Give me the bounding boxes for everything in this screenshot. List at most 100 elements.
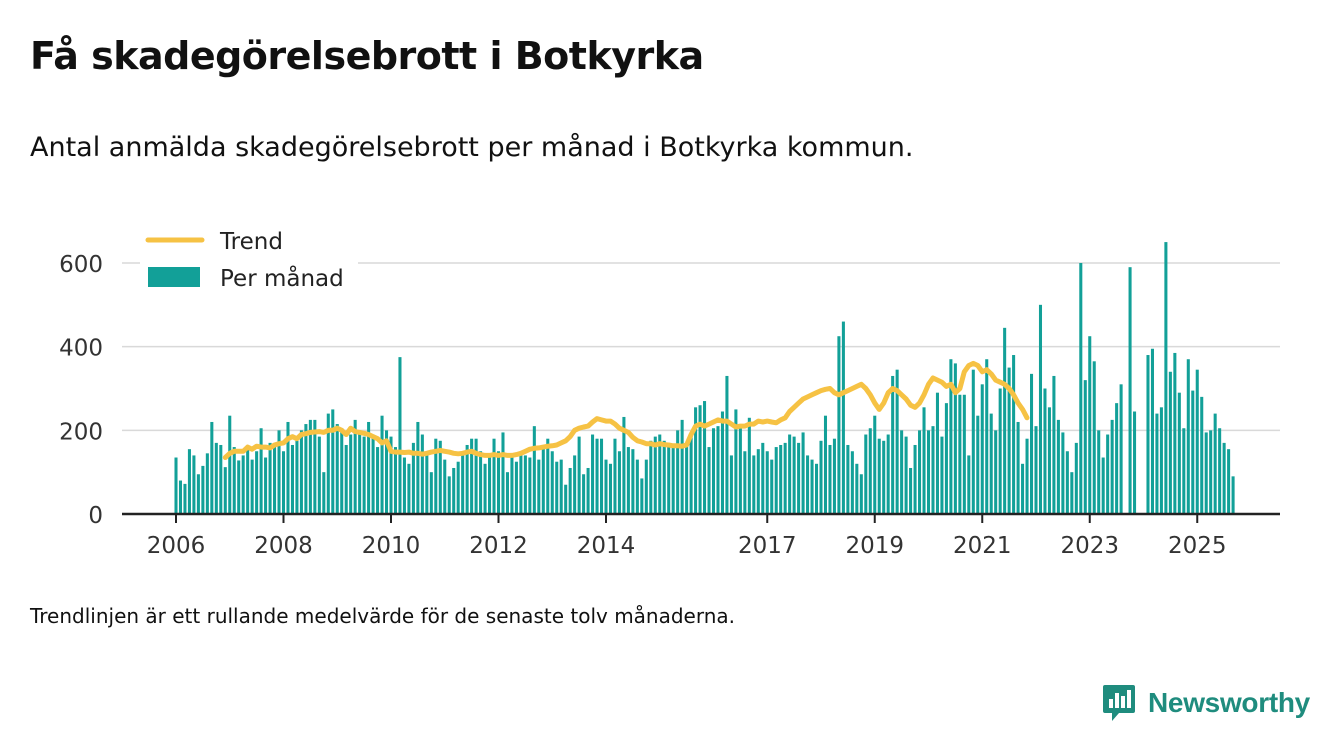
bar bbox=[788, 434, 792, 514]
y-tick-label: 200 bbox=[59, 419, 103, 445]
bar bbox=[456, 461, 460, 514]
bar bbox=[720, 411, 724, 514]
newsworthy-logo-icon bbox=[1103, 685, 1135, 721]
bar bbox=[232, 447, 236, 514]
bar bbox=[420, 434, 424, 514]
bar bbox=[1119, 384, 1123, 514]
bar bbox=[367, 421, 371, 514]
bar bbox=[519, 453, 523, 514]
bar bbox=[501, 432, 505, 515]
bar bbox=[738, 428, 742, 514]
bar bbox=[1097, 430, 1101, 514]
bar bbox=[819, 440, 823, 514]
bar bbox=[528, 457, 532, 514]
bar bbox=[1056, 419, 1060, 515]
bar bbox=[1047, 407, 1051, 514]
bar bbox=[734, 409, 738, 514]
bar bbox=[1133, 411, 1137, 514]
bar bbox=[326, 413, 330, 514]
x-tick-label: 2008 bbox=[254, 533, 313, 559]
bar bbox=[290, 444, 294, 515]
bar bbox=[904, 436, 908, 514]
bar bbox=[1052, 375, 1056, 514]
x-tick-label: 2019 bbox=[845, 533, 904, 559]
bar bbox=[608, 463, 613, 514]
bar bbox=[1146, 355, 1150, 514]
bar bbox=[1106, 434, 1110, 514]
chart-title: Få skadegörelsebrott i Botkyrka bbox=[30, 34, 704, 78]
bar bbox=[434, 438, 438, 514]
bar bbox=[389, 436, 393, 514]
bar bbox=[792, 436, 796, 514]
bar bbox=[286, 421, 290, 514]
bar bbox=[1012, 355, 1016, 514]
bar bbox=[411, 442, 415, 514]
bar bbox=[649, 440, 653, 514]
bar bbox=[1200, 396, 1204, 514]
bar bbox=[205, 453, 209, 514]
trend-line bbox=[222, 360, 1030, 460]
bar bbox=[770, 459, 774, 514]
bar bbox=[1021, 463, 1025, 514]
bar bbox=[1227, 449, 1231, 514]
bar bbox=[841, 321, 845, 514]
bar bbox=[541, 444, 545, 515]
bar bbox=[1016, 421, 1020, 514]
bar bbox=[640, 478, 644, 514]
bar bbox=[944, 403, 948, 514]
bar bbox=[1128, 267, 1132, 514]
bar bbox=[429, 472, 433, 514]
bar bbox=[779, 444, 783, 515]
bar bbox=[264, 457, 268, 514]
bar bbox=[604, 459, 608, 514]
bar bbox=[662, 440, 666, 514]
bar bbox=[1159, 407, 1163, 514]
bar bbox=[505, 472, 509, 514]
bar bbox=[281, 451, 286, 514]
bar bbox=[667, 444, 671, 515]
bar bbox=[891, 375, 895, 514]
bar bbox=[492, 438, 496, 514]
bar bbox=[1079, 263, 1083, 514]
bar bbox=[815, 463, 819, 514]
bar bbox=[1038, 304, 1043, 514]
bar bbox=[689, 434, 693, 514]
bar bbox=[752, 455, 756, 514]
bar bbox=[626, 447, 630, 514]
bar bbox=[998, 388, 1002, 514]
bar bbox=[425, 453, 429, 514]
y-tick-label: 0 bbox=[88, 503, 103, 529]
bar bbox=[380, 415, 384, 514]
bar bbox=[1083, 380, 1087, 514]
bar bbox=[985, 359, 989, 514]
bar bbox=[1034, 426, 1038, 514]
bar bbox=[989, 413, 993, 514]
bar bbox=[613, 438, 617, 514]
bar bbox=[694, 407, 698, 514]
bar bbox=[756, 449, 760, 514]
bar bbox=[895, 369, 899, 514]
bar bbox=[447, 476, 451, 514]
bar bbox=[591, 434, 595, 514]
bar bbox=[537, 459, 541, 514]
bar bbox=[488, 453, 492, 514]
bar bbox=[900, 430, 904, 514]
x-tick-label: 2014 bbox=[577, 533, 636, 559]
bar bbox=[685, 442, 689, 514]
brand-name: Newsworthy bbox=[1148, 687, 1310, 718]
bar bbox=[201, 465, 205, 514]
bar bbox=[747, 417, 751, 514]
x-tick-label: 2006 bbox=[147, 533, 206, 559]
bar bbox=[559, 459, 563, 514]
bar bbox=[313, 419, 317, 515]
bar bbox=[183, 483, 187, 514]
bar bbox=[362, 436, 366, 514]
bar bbox=[1061, 432, 1065, 515]
bar bbox=[353, 419, 357, 515]
bar bbox=[953, 363, 957, 514]
bar bbox=[402, 457, 406, 514]
bar bbox=[1168, 371, 1172, 514]
bar bbox=[1186, 359, 1190, 514]
bar bbox=[331, 409, 335, 514]
bar bbox=[774, 447, 778, 514]
